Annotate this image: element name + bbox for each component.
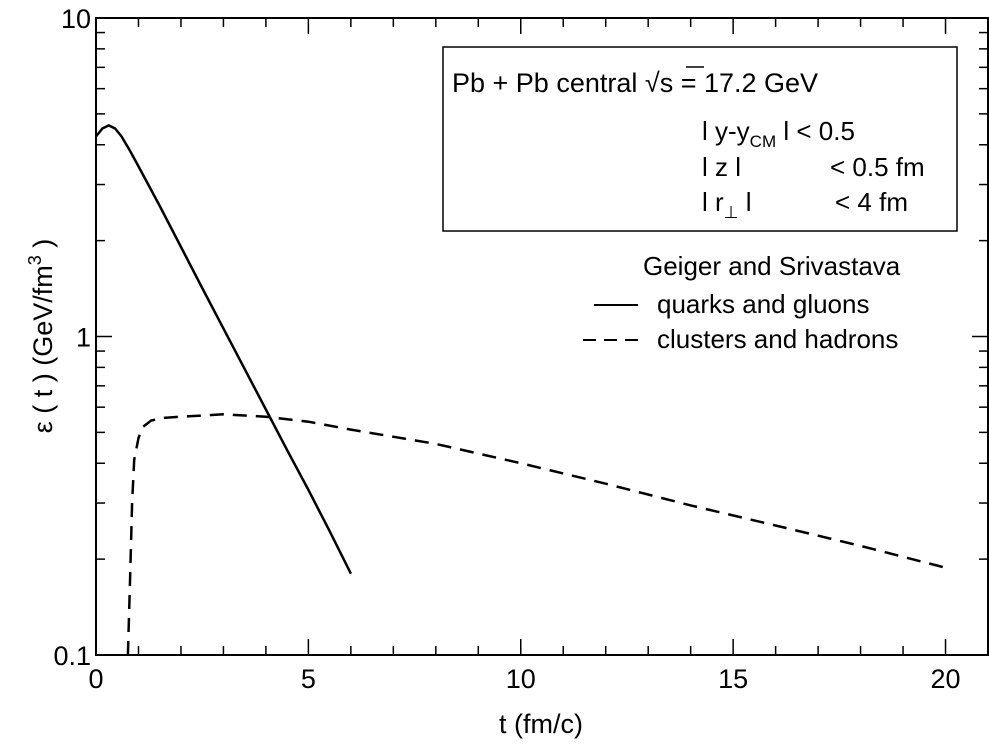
info-box: Pb + Pb central √s = 17.2 GeV l y-yCM l … (442, 46, 958, 232)
y-axis-title-main: ε ( t ) (GeV/fm (28, 265, 58, 433)
info-cut-z-label: l z l (702, 152, 741, 182)
x-tick-label: 20 (931, 664, 961, 694)
cut-rperp-left: l r (702, 187, 724, 217)
info-box-frame (442, 46, 958, 232)
info-sqrt-symbol: √ (645, 68, 660, 98)
cut-rperp-mid: l (738, 187, 751, 217)
y-tick-label: 0.1 (53, 641, 91, 671)
y-axis-ticks (96, 31, 988, 656)
cut-rperp-subscript: ⊥ (724, 203, 739, 222)
y-axis-title: ε ( t ) (GeV/fm3 ) (25, 239, 58, 434)
cut-rapidity-left: l y-y (702, 116, 750, 146)
y-axis-title-superscript: 3 (25, 255, 45, 265)
x-axis-ticks (95, 18, 989, 655)
x-tick-label: 15 (718, 664, 748, 694)
y-tick-label: 10 (61, 4, 91, 34)
cut-rapidity-right: l < 0.5 (776, 116, 855, 146)
y-axis-tick-labels: 0.1 1 10 (53, 4, 91, 671)
info-cut-rapidity: l y-yCM l < 0.5 (702, 116, 855, 151)
info-collision: Pb + Pb central √s = 17.2 GeV (452, 68, 818, 98)
x-tick-label: 0 (88, 664, 103, 694)
info-cut-rperp-label: l r⊥ l (702, 187, 751, 222)
y-axis-title-close: ) (28, 239, 58, 256)
x-axis-tick-labels: 0 5 10 15 20 (88, 664, 960, 694)
info-collision-prefix: Pb + Pb central (452, 68, 645, 98)
cut-rapidity-subscript: CM (750, 132, 776, 151)
x-axis-title: t (fm/c) (499, 709, 583, 739)
legend-title: Geiger and Srivastava (643, 251, 901, 281)
info-cut-z-value: < 0.5 fm (830, 152, 925, 182)
series-line-clusters-hadrons (126, 413, 946, 656)
series-line-quarks-gluons (95, 124, 353, 575)
info-sqrt-s: s (660, 68, 674, 98)
y-tick-label: 1 (76, 323, 91, 353)
info-cut-rperp-value: < 4 fm (835, 187, 908, 217)
legend-label-clusters-hadrons: clusters and hadrons (657, 324, 898, 354)
legend-label-quarks-gluons: quarks and gluons (657, 289, 869, 319)
legend: Geiger and Srivastava quarks and gluons … (583, 251, 901, 354)
info-collision-energy: = 17.2 GeV (673, 68, 818, 98)
x-tick-label: 10 (506, 664, 536, 694)
x-tick-label: 5 (301, 664, 316, 694)
series-layer (95, 124, 946, 656)
